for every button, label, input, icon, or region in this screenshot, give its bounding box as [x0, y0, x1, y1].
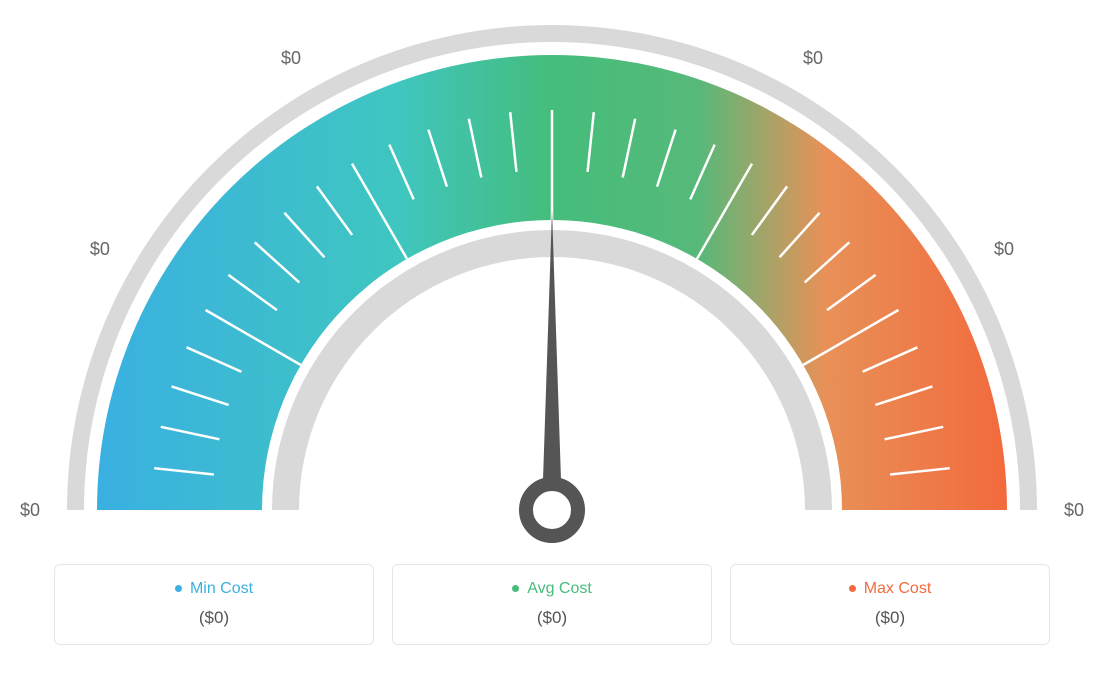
svg-text:$0: $0 [90, 239, 110, 259]
legend-max-value: ($0) [731, 608, 1049, 628]
cost-gauge-infographic: $0$0$0$0$0$0$0 Min Cost ($0) Avg Cost ($… [0, 0, 1104, 690]
legend-avg-value: ($0) [393, 608, 711, 628]
legend-min-cost: Min Cost ($0) [54, 564, 374, 645]
legend-min-value: ($0) [55, 608, 373, 628]
svg-text:$0: $0 [803, 48, 823, 68]
gauge-chart: $0$0$0$0$0$0$0 [0, 0, 1104, 560]
legend-min-label: Min Cost [175, 580, 253, 598]
svg-text:$0: $0 [281, 48, 301, 68]
legend-avg-cost: Avg Cost ($0) [392, 564, 712, 645]
legend-row: Min Cost ($0) Avg Cost ($0) Max Cost ($0… [0, 564, 1104, 645]
legend-max-label: Max Cost [849, 580, 932, 598]
legend-max-cost: Max Cost ($0) [730, 564, 1050, 645]
svg-text:$0: $0 [994, 239, 1014, 259]
legend-avg-label: Avg Cost [512, 580, 592, 598]
svg-text:$0: $0 [1064, 500, 1084, 520]
gauge-svg: $0$0$0$0$0$0$0 [0, 0, 1104, 560]
svg-text:$0: $0 [20, 500, 40, 520]
